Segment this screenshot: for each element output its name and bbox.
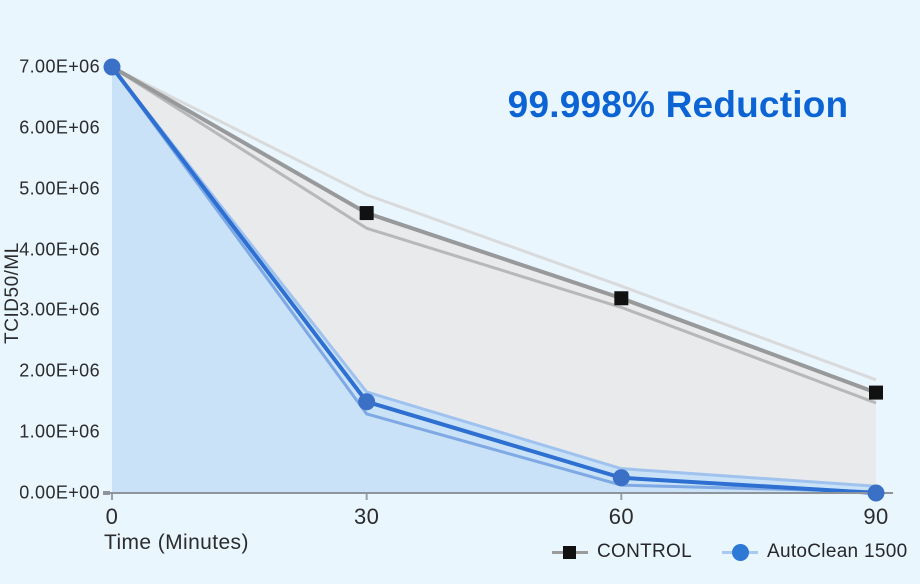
control-line bbox=[111, 65, 877, 395]
y-tick-label: 1.00E+06 bbox=[19, 421, 100, 442]
autoclean-lower-band-line bbox=[110, 66, 877, 494]
autoclean-marker-circle bbox=[103, 58, 121, 76]
y-tick-label: 2.00E+06 bbox=[19, 360, 100, 381]
legend-item-autoclean: AutoClean 1500 bbox=[722, 541, 907, 563]
autoclean-marker-circle bbox=[867, 484, 885, 502]
legend-swatch-autoclean bbox=[722, 543, 758, 561]
autoclean-marker-circle bbox=[358, 393, 376, 411]
autoclean-area-fill bbox=[112, 67, 876, 493]
control-lower-band-line bbox=[111, 65, 877, 405]
control-marker-square bbox=[869, 385, 883, 400]
chart-title: 99.998% Reduction bbox=[507, 84, 849, 125]
legend: CONTROL AutoClean 1500 bbox=[552, 541, 907, 563]
control-marker-square bbox=[359, 206, 374, 221]
autoclean-line bbox=[110, 65, 877, 495]
square-marker-icon bbox=[563, 545, 576, 559]
circle-marker-icon bbox=[732, 543, 749, 561]
autoclean-marker-circle bbox=[612, 469, 630, 487]
control-marker-square bbox=[614, 291, 629, 306]
x-axis-label: Time (Minutes) bbox=[104, 531, 249, 554]
y-tick-label: 0.00E+00 bbox=[19, 482, 100, 503]
y-tick-label: 3.00E+06 bbox=[19, 299, 100, 320]
legend-item-control: CONTROL bbox=[552, 541, 692, 563]
legend-label-autoclean: AutoClean 1500 bbox=[767, 541, 908, 562]
legend-swatch-control bbox=[552, 544, 588, 561]
y-tick-label: 4.00E+06 bbox=[19, 239, 100, 260]
x-tick-label: 0 bbox=[105, 504, 119, 529]
legend-label-control: CONTROL bbox=[597, 541, 692, 562]
control-upper-band-line bbox=[111, 65, 877, 382]
x-tick-label: 30 bbox=[354, 504, 380, 529]
y-tick-label: 5.00E+06 bbox=[19, 178, 100, 199]
x-tick-label: 60 bbox=[608, 504, 634, 529]
autoclean-upper-band-line bbox=[110, 66, 877, 488]
y-tick-label: 7.00E+06 bbox=[19, 56, 100, 77]
x-tick-label: 90 bbox=[863, 504, 889, 529]
y-tick-label: 6.00E+06 bbox=[19, 117, 100, 138]
